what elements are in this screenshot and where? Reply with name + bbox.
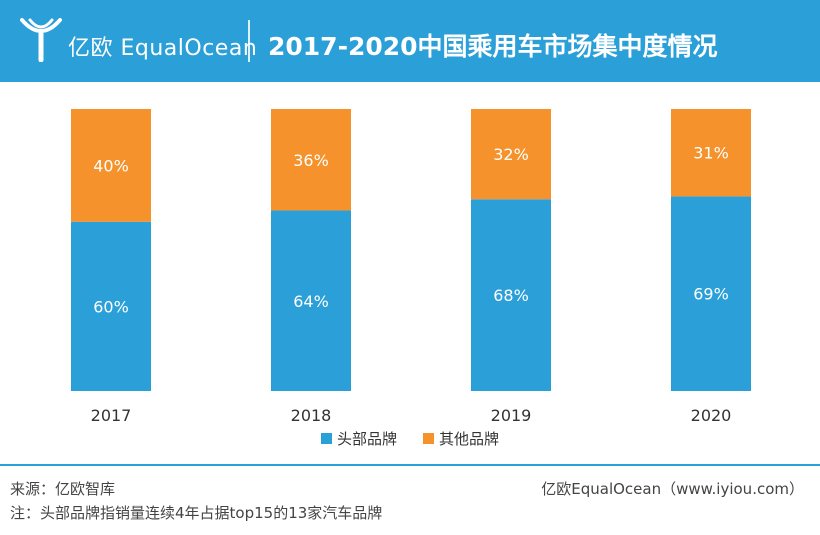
data-label-other-2019: 32% xyxy=(493,145,529,164)
logo-text: 亿欧 EqualOcean xyxy=(68,36,258,61)
legend-item-head-brands: 头部品牌 xyxy=(320,428,397,449)
legend-label-head-brands: 头部品牌 xyxy=(336,430,397,448)
bar-other-2019 xyxy=(471,109,551,200)
legend-item-other-brands: 其他品牌 xyxy=(423,428,499,449)
bar-head-2017 xyxy=(71,221,151,391)
footer-divider xyxy=(0,464,820,466)
bar-head-2018 xyxy=(271,210,351,391)
source-text: 来源：亿欧智库 xyxy=(10,480,116,498)
stacked-bar-chart: 60% 40% 2017 64% 36% 2018 68% 32% 2019 69% 31% 2020 xyxy=(71,109,751,425)
chart-title: 2017-2020中国乘用车市场集中度情况 xyxy=(268,32,718,61)
legend-swatch-head-brands xyxy=(320,433,332,444)
data-label-other-2018: 36% xyxy=(293,151,329,170)
header-banner: 亿欧 EqualOcean 2017-2020中国乘用车市场集中度情况 xyxy=(0,0,820,82)
data-label-head-2017: 60% xyxy=(93,297,129,316)
x-tick-label-2017: 2017 xyxy=(91,406,132,425)
note-text: 注：头部品牌指销量连续4年占据top15的13家汽车品牌 xyxy=(10,504,383,522)
data-label-other-2020: 31% xyxy=(693,144,729,163)
x-tick-label-2020: 2020 xyxy=(691,406,732,425)
data-label-other-2017: 40% xyxy=(93,156,129,175)
bar-other-2017 xyxy=(71,109,151,222)
data-label-head-2018: 64% xyxy=(293,292,329,311)
chart-legend: 头部品牌 其他品牌 xyxy=(0,428,820,449)
bar-other-2018 xyxy=(271,109,351,211)
bar-other-2020 xyxy=(671,109,751,197)
bar-head-2019 xyxy=(471,199,551,391)
x-tick-label-2018: 2018 xyxy=(291,406,332,425)
data-label-head-2020: 69% xyxy=(693,285,729,304)
header-divider xyxy=(248,20,250,62)
credit-text: 亿欧EqualOcean（www.iyiou.com） xyxy=(541,480,804,498)
equalocean-logo-icon xyxy=(20,18,62,62)
bar-head-2020 xyxy=(671,196,751,391)
legend-swatch-other-brands xyxy=(423,433,434,444)
x-tick-label-2019: 2019 xyxy=(491,406,532,425)
data-label-head-2019: 68% xyxy=(493,286,529,305)
legend-label-other-brands: 其他品牌 xyxy=(439,430,500,448)
